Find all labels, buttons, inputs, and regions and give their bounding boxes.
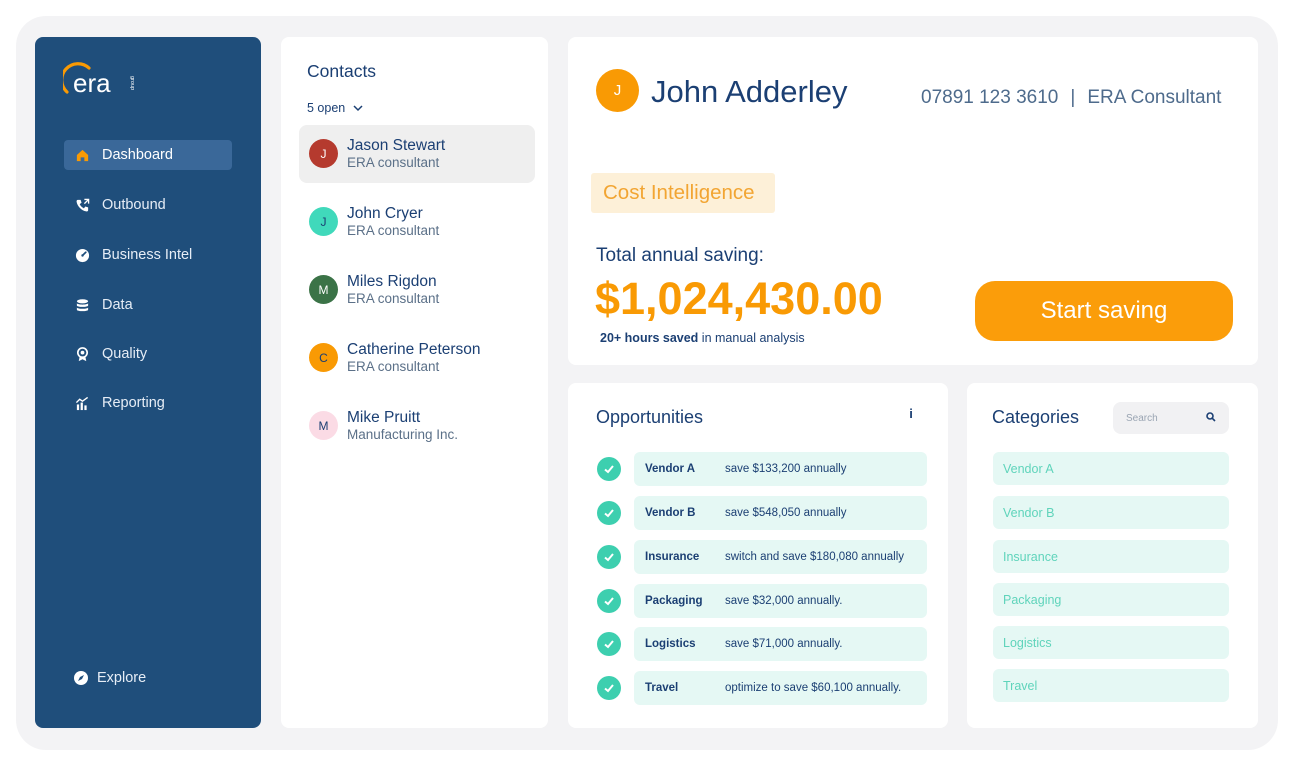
avatar: C xyxy=(309,343,338,372)
contact-name: Miles Rigdon xyxy=(347,273,437,290)
contact-role: ERA consultant xyxy=(347,359,440,374)
category-item[interactable]: Insurance xyxy=(993,540,1229,573)
opportunity-desc: save $548,050 annually xyxy=(725,507,847,519)
logo-wordmark: era xyxy=(73,68,111,98)
opportunity-desc: optimize to save $60,100 annually. xyxy=(725,682,902,694)
avatar: J xyxy=(309,139,338,168)
sidebar-item-reporting[interactable]: Reporting xyxy=(64,388,232,418)
contact-name: John Cryer xyxy=(347,205,423,222)
opportunity-row[interactable]: Logistics save $71,000 annually. xyxy=(634,627,927,661)
sidebar-item-label: Quality xyxy=(102,346,148,362)
contact-item[interactable]: M Mike Pruitt Manufacturing Inc. xyxy=(299,397,535,455)
category-item[interactable]: Logistics xyxy=(993,626,1229,659)
categories-title: Categories xyxy=(992,407,1080,427)
sidebar-item-quality[interactable]: Quality xyxy=(64,339,232,369)
opportunity-vendor: Vendor B xyxy=(645,507,696,519)
category-item[interactable]: Vendor A xyxy=(993,452,1229,485)
user-meta: 07891 123 3610 | ERA Consultant xyxy=(921,87,1221,109)
opportunity-desc: switch and save $180,080 annually xyxy=(725,551,905,563)
opportunity-row[interactable]: Vendor A save $133,200 annually xyxy=(634,452,927,486)
check-icon xyxy=(597,501,621,525)
contact-name: Jason Stewart xyxy=(347,137,446,154)
user-phone: 07891 123 3610 xyxy=(921,87,1059,108)
check-icon xyxy=(597,589,621,613)
opportunity-row[interactable]: Insurance switch and save $180,080 annua… xyxy=(634,540,927,574)
opportunity-vendor: Travel xyxy=(645,682,679,694)
contact-name: Catherine Peterson xyxy=(347,341,481,358)
opportunities-title: Opportunities xyxy=(596,407,704,427)
opportunity-row[interactable]: Vendor B save $548,050 annually xyxy=(634,496,927,530)
sidebar-item-dashboard[interactable]: Dashboard xyxy=(64,140,232,170)
sidebar-item-label: Data xyxy=(102,297,133,313)
award-icon xyxy=(74,346,90,362)
gauge-icon xyxy=(74,247,90,263)
chevron-down-icon xyxy=(353,105,363,112)
opportunity-desc: save $71,000 annually. xyxy=(725,638,843,650)
user-role: ERA Consultant xyxy=(1087,87,1222,108)
search-icon[interactable] xyxy=(1206,412,1216,422)
compass-icon xyxy=(73,670,89,686)
sidebar-item-label: Business Intel xyxy=(102,247,193,263)
explore-label: Explore xyxy=(97,670,147,686)
saving-note-bold: 20+ hours saved xyxy=(600,331,699,345)
opportunity-desc: save $32,000 annually. xyxy=(725,595,843,607)
category-item[interactable]: Vendor B xyxy=(993,496,1229,529)
open-filter-label: 5 open xyxy=(307,101,346,115)
avatar: M xyxy=(309,275,338,304)
check-icon xyxy=(597,545,621,569)
database-icon xyxy=(74,297,90,313)
check-icon xyxy=(597,457,621,481)
check-icon xyxy=(597,676,621,700)
sidebar-item-outbound[interactable]: Outbound xyxy=(64,190,232,220)
sidebar-item-label: Reporting xyxy=(102,395,165,411)
era-logo[interactable]: era group xyxy=(60,62,143,102)
sidebar-item-label: Outbound xyxy=(102,197,166,213)
opportunity-row[interactable]: Travel optimize to save $60,100 annually… xyxy=(634,671,927,705)
opportunity-vendor: Logistics xyxy=(645,638,696,650)
saving-note-rest: in manual analysis xyxy=(698,331,805,345)
search-input[interactable]: Search xyxy=(1113,402,1229,434)
sidebar-item-label: Dashboard xyxy=(102,147,173,163)
contact-item[interactable]: J John Cryer ERA consultant xyxy=(299,193,535,251)
chart-icon xyxy=(74,395,90,411)
avatar: M xyxy=(309,411,338,440)
home-icon xyxy=(74,147,90,163)
contact-role: Manufacturing Inc. xyxy=(347,427,459,442)
sidebar-item-business-intel[interactable]: Business Intel xyxy=(64,240,232,270)
contact-role: ERA consultant xyxy=(347,155,440,170)
avatar: J xyxy=(596,69,639,112)
category-item[interactable]: Travel xyxy=(993,669,1229,702)
cost-intelligence-badge: Cost Intelligence xyxy=(591,173,775,213)
contact-item[interactable]: M Miles Rigdon ERA consultant xyxy=(299,261,535,319)
info-icon[interactable]: i xyxy=(909,406,913,421)
opportunity-vendor: Vendor A xyxy=(645,463,696,475)
page-title: John Adderley xyxy=(651,74,848,109)
contact-role: ERA consultant xyxy=(347,291,440,306)
contact-item[interactable]: C Catherine Peterson ERA consultant xyxy=(299,329,535,387)
opportunity-vendor: Packaging xyxy=(645,595,703,607)
contact-item[interactable]: J Jason Stewart ERA consultant xyxy=(299,125,535,183)
category-item[interactable]: Packaging xyxy=(993,583,1229,616)
opportunity-vendor: Insurance xyxy=(645,551,700,563)
sidebar-item-explore[interactable]: Explore xyxy=(73,670,146,686)
saving-label: Total annual saving: xyxy=(596,245,764,266)
contact-name: Mike Pruitt xyxy=(347,409,421,426)
saving-value: $1,024,430.00 xyxy=(595,273,883,324)
meta-separator: | xyxy=(1070,87,1076,108)
opportunity-row[interactable]: Packaging save $32,000 annually. xyxy=(634,584,927,618)
sidebar-item-data[interactable]: Data xyxy=(64,290,232,320)
saving-note: 20+ hours saved in manual analysis xyxy=(600,331,805,345)
contact-role: ERA consultant xyxy=(347,223,440,238)
start-saving-button[interactable]: Start saving xyxy=(975,281,1233,341)
phone-icon xyxy=(74,197,90,213)
check-icon xyxy=(597,632,621,656)
avatar: J xyxy=(309,207,338,236)
contacts-title: Contacts xyxy=(307,61,377,81)
search-placeholder: Search xyxy=(1126,413,1158,424)
opportunity-desc: save $133,200 annually xyxy=(725,463,847,475)
logo-subtext: group xyxy=(129,76,135,90)
open-filter-dropdown[interactable]: 5 open xyxy=(307,101,363,115)
